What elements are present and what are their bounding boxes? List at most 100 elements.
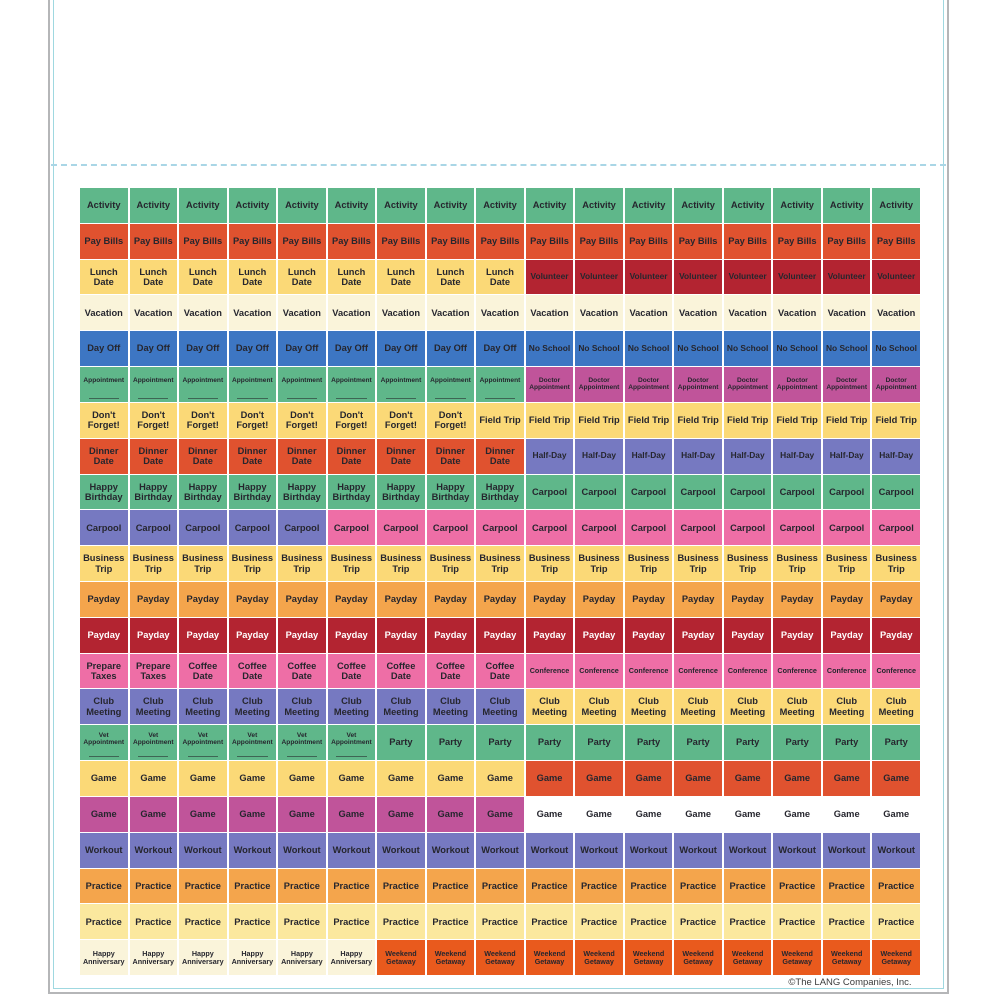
sticker-label: Dinner Date <box>287 445 317 467</box>
copyright-text: ©The LANG Companies, Inc. <box>788 977 912 988</box>
write-in-line <box>138 397 169 399</box>
sticker-label: Day Off <box>186 343 220 354</box>
sticker-dinner-date: Dinner Date <box>377 438 425 474</box>
sticker-label: Party <box>686 737 710 748</box>
sticker-label: Game <box>189 773 216 784</box>
sticker-label: Payday <box>533 594 566 605</box>
sticker-business-trip: Business Trip <box>476 546 524 581</box>
sticker-label: Pay Bills <box>827 236 867 247</box>
sticker-volunteer: Volunteer <box>525 259 574 295</box>
sticker-practice: Practice <box>80 904 128 940</box>
sticker-payday: Payday <box>377 581 425 617</box>
sticker-party: Party <box>723 725 772 761</box>
sticker-label: Vacation <box>134 307 173 318</box>
sticker-club-meeting: Club Meeting <box>575 689 623 725</box>
die-cut-border <box>53 0 944 989</box>
sticker-label: Field Trip <box>875 415 917 426</box>
sticker-game: Game <box>822 796 871 832</box>
sticker-game: Game <box>525 761 574 796</box>
sticker-label: Don't Forget! <box>434 409 467 431</box>
sticker-carpool: Carpool <box>426 510 475 546</box>
sticker-label: Pay Bills <box>232 236 272 247</box>
sticker-game: Game <box>228 761 277 796</box>
sticker-practice: Practice <box>228 868 277 904</box>
sticker-payday: Payday <box>723 581 772 617</box>
sticker-vacation: Vacation <box>426 295 475 331</box>
sticker-label: Vet Appointment <box>232 731 273 747</box>
sticker-label: Dinner Date <box>89 445 119 467</box>
sticker-label: Pay Bills <box>530 236 569 247</box>
sticker-label: Club Meeting <box>829 696 865 717</box>
sticker-label: Party <box>736 737 760 748</box>
sticker-coffee-date: Coffee Date <box>476 653 524 689</box>
sticker-label: Weekend Getaway <box>781 948 813 966</box>
sticker-label: Vacation <box>282 307 321 318</box>
sticker-don-t-forget: Don't Forget! <box>228 402 277 438</box>
sticker-activity: Activity <box>822 188 871 223</box>
sticker-label: No School <box>677 342 719 353</box>
sticker-club-meeting: Club Meeting <box>624 689 673 725</box>
sticker-label: Pay Bills <box>480 236 520 247</box>
sticker-label: Coffee Date <box>336 660 366 682</box>
sticker-vet-appointment: Vet Appointment <box>179 725 227 761</box>
sticker-no-school: No School <box>773 331 821 367</box>
sticker-coffee-date: Coffee Date <box>327 653 376 689</box>
sticker-no-school: No School <box>872 331 920 367</box>
sticker-label: Game <box>288 773 315 784</box>
sticker-label: Practice <box>382 916 420 927</box>
sticker-lunch-date: Lunch Date <box>278 259 326 295</box>
sticker-practice: Practice <box>575 868 623 904</box>
sticker-activity: Activity <box>624 188 673 223</box>
sticker-carpool: Carpool <box>228 510 277 546</box>
sticker-game: Game <box>723 761 772 796</box>
sticker-label: Payday <box>780 594 814 605</box>
sticker-label: Conference <box>826 666 867 675</box>
sticker-payday: Payday <box>278 581 326 617</box>
sticker-activity: Activity <box>278 188 326 223</box>
sticker-workout: Workout <box>476 832 524 868</box>
sticker-weekend-getaway: Weekend Getaway <box>872 940 920 975</box>
sticker-label: Practice <box>234 916 271 927</box>
sticker-label: No School <box>825 342 868 353</box>
sticker-label: Doctor Appointment <box>578 377 620 392</box>
sticker-label: Business Trip <box>677 553 719 574</box>
sticker-game: Game <box>773 796 821 832</box>
sticker-label: Game <box>536 809 563 820</box>
sticker-label: Game <box>487 773 513 784</box>
sticker-day-off: Day Off <box>327 331 376 367</box>
sticker-club-meeting: Club Meeting <box>723 689 772 725</box>
sticker-label: Pay Bills <box>381 236 421 247</box>
sticker-label: Payday <box>582 594 616 605</box>
sticker-label: Payday <box>186 594 220 605</box>
sticker-label: Pay Bills <box>678 236 718 247</box>
sticker-label: Weekend Getaway <box>484 948 516 966</box>
sticker-label: Happy Anniversary <box>182 948 224 966</box>
sticker-label: Appointment <box>83 377 125 385</box>
sticker-label: Field Trip <box>677 415 719 426</box>
sticker-carpool: Carpool <box>723 474 772 510</box>
sticker-label: Workout <box>827 844 866 855</box>
sticker-label: Payday <box>681 630 715 641</box>
sticker-label: Practice <box>184 880 221 891</box>
sticker-volunteer: Volunteer <box>624 259 673 295</box>
sticker-label: Practice <box>779 880 816 891</box>
sticker-practice: Practice <box>575 904 623 940</box>
sticker-business-trip: Business Trip <box>872 546 920 581</box>
sticker-volunteer: Volunteer <box>822 259 871 295</box>
sticker-label: Practice <box>85 880 122 891</box>
sticker-happy-anniversary: Happy Anniversary <box>278 940 326 975</box>
sticker-label: Don't Forget! <box>87 409 120 431</box>
sticker-label: Game <box>239 809 266 820</box>
sticker-label: Carpool <box>878 522 914 533</box>
sticker-label: Vacation <box>233 307 272 318</box>
sticker-vacation: Vacation <box>575 295 623 331</box>
sticker-party: Party <box>773 725 821 761</box>
sticker-workout: Workout <box>278 832 326 868</box>
sticker-label: Doctor Appointment <box>826 377 868 392</box>
sticker-label: Don't Forget! <box>285 409 318 431</box>
sticker-practice: Practice <box>80 868 128 904</box>
sticker-label: Happy Anniversary <box>231 948 274 966</box>
sticker-label: Club Meeting <box>581 696 617 717</box>
sticker-appointment: Appointment <box>179 367 227 402</box>
